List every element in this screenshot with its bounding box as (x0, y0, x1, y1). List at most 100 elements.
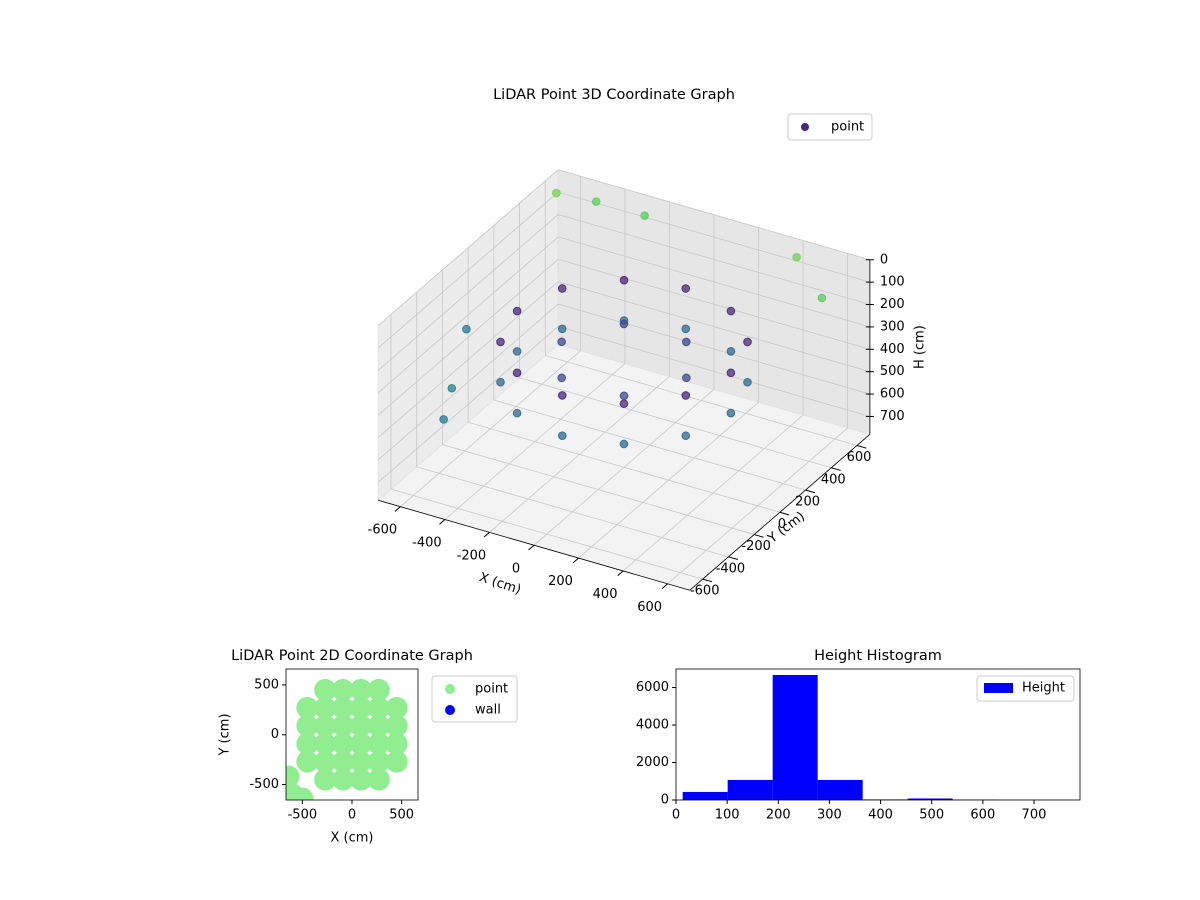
grid-line (558, 236, 870, 328)
z-axis-label: H (cm) (912, 325, 927, 369)
legend-marker (445, 705, 455, 715)
bars (682, 674, 1080, 800)
point (314, 714, 337, 737)
legend-marker (984, 683, 1013, 693)
point (512, 408, 522, 418)
bar (682, 791, 728, 800)
y-tick-label: 200 (795, 495, 820, 510)
point (296, 714, 319, 737)
point (557, 324, 567, 334)
point (349, 750, 372, 773)
y-tick-label: 6000 (636, 680, 669, 695)
y-tick-label: 4000 (636, 718, 669, 733)
point (349, 732, 372, 755)
bar (907, 798, 953, 800)
point (591, 197, 601, 206)
tick-mark (394, 506, 401, 512)
point (726, 306, 736, 316)
tick-mark (661, 583, 668, 589)
x-tick-label: 100 (715, 808, 740, 823)
grid-line (377, 326, 559, 483)
legend-marker (445, 684, 455, 694)
y-tick-label: -400 (716, 561, 746, 576)
grid-line (377, 258, 559, 416)
point (447, 383, 457, 393)
grid-line (545, 355, 858, 446)
grid-line (377, 169, 559, 326)
point (367, 768, 390, 791)
y-tick-label: 400 (821, 472, 846, 487)
y-tick-label: 600 (847, 450, 872, 465)
z-tick-label: 0 (880, 252, 888, 267)
point (496, 377, 505, 387)
point (512, 306, 522, 316)
point (619, 319, 629, 329)
x-tick-label: -400 (412, 536, 442, 551)
grid-line (558, 258, 870, 350)
x-tick-label: 0 (348, 808, 356, 823)
point (332, 750, 355, 773)
grid-line (558, 214, 870, 305)
tick-mark (702, 578, 713, 583)
axes-frame (675, 668, 1081, 801)
point (726, 368, 736, 378)
point (557, 337, 566, 347)
grid-line (442, 444, 755, 535)
point (619, 275, 629, 285)
legend-label: point (475, 682, 508, 697)
tick-mark (617, 570, 624, 577)
point (296, 732, 319, 755)
points (286, 678, 408, 800)
point (640, 211, 649, 220)
point (512, 368, 522, 378)
z-tick-label: 500 (880, 364, 905, 379)
point (681, 391, 691, 400)
z-tick-label: 600 (880, 387, 905, 402)
point (817, 293, 827, 303)
point (552, 188, 561, 198)
grid-line (390, 488, 703, 580)
grid-line (519, 377, 832, 469)
y-tick-label: -500 (249, 777, 279, 792)
point (385, 714, 408, 737)
x-tick-label: 300 (817, 808, 842, 823)
tick-mark (831, 467, 841, 471)
x-tick-label: 500 (389, 808, 414, 823)
tick-mark (779, 511, 790, 516)
legend: point wall (431, 675, 518, 723)
point (557, 284, 567, 293)
bar (772, 674, 818, 800)
x-axis-label: X (cm) (331, 831, 374, 846)
point (385, 696, 408, 719)
x-axis-line (378, 499, 690, 591)
point (332, 714, 355, 737)
point (332, 696, 355, 719)
point (726, 408, 736, 418)
grid-line (558, 303, 870, 395)
legend: point (787, 113, 873, 141)
point (367, 750, 390, 773)
point (462, 324, 471, 334)
grid-line (558, 169, 870, 261)
x-tick-label: -200 (457, 548, 487, 563)
bar (727, 779, 773, 800)
point (792, 252, 801, 262)
x-tick-label: 500 (919, 808, 944, 823)
tick-mark (483, 531, 490, 538)
x-tick-label: 200 (548, 574, 573, 589)
legend-box (787, 113, 873, 141)
point (385, 732, 408, 755)
point (681, 324, 691, 334)
chart-title: LiDAR Point 2D Coordinate Graph (231, 648, 473, 664)
grid-line (558, 191, 870, 283)
point (314, 678, 337, 701)
tick-mark (754, 534, 764, 538)
point (681, 284, 691, 293)
tick-mark (728, 556, 738, 561)
point (367, 714, 390, 737)
point (332, 678, 355, 701)
point (314, 750, 337, 773)
grid-line (377, 191, 559, 349)
x-tick-label: 200 (766, 808, 791, 823)
